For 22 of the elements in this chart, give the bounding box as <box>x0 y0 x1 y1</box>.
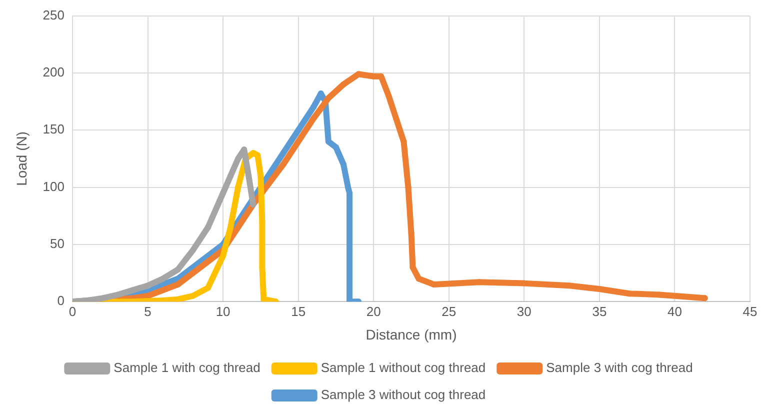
legend-label: Sample 3 without cog thread <box>320 387 486 402</box>
legend-label: Sample 1 with cog thread <box>114 360 260 376</box>
x-tick-label: 40 <box>667 304 682 319</box>
x-tick-label: 0 <box>68 304 76 319</box>
y-tick-label: 150 <box>42 122 64 137</box>
x-tick-label: 25 <box>442 304 456 319</box>
y-tick-label: 100 <box>42 178 64 194</box>
y-tick-label: 200 <box>42 64 64 80</box>
y-tick-label: 50 <box>50 236 64 252</box>
y-tick-label: 0 <box>57 293 64 308</box>
x-tick-label: 30 <box>516 304 532 319</box>
x-tick-label: 5 <box>144 304 152 319</box>
x-tick-label: 15 <box>291 304 306 319</box>
x-tick-label: 35 <box>592 304 607 319</box>
x-tick-label: 10 <box>216 304 230 319</box>
y-tick-label: 250 <box>42 7 64 22</box>
x-tick-label: 45 <box>742 304 758 319</box>
y-axis-title: Load (N) <box>13 131 30 186</box>
x-tick-label: 20 <box>366 304 381 319</box>
x-axis-title: Distance (mm) <box>366 326 457 342</box>
legend-label: Sample 1 without cog thread <box>320 360 486 376</box>
legend-label: Sample 3 with cog thread <box>546 360 693 376</box>
